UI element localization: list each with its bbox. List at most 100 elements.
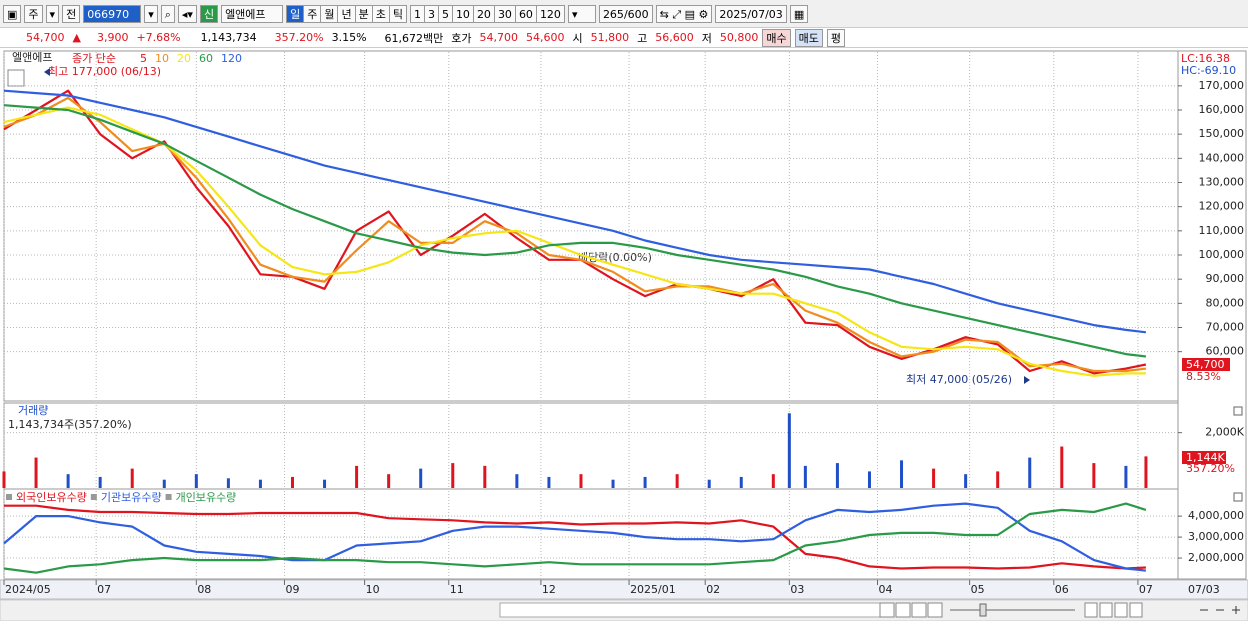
dropdown[interactable]: ▾ — [144, 4, 158, 23]
period-button[interactable]: 년 — [338, 4, 356, 23]
open: 51,800 — [590, 31, 630, 44]
y-tick-label: 170,000 — [1199, 79, 1245, 92]
period-button[interactable]: 일 — [286, 4, 305, 23]
menu-button[interactable]: ▣ — [3, 4, 22, 23]
code-input[interactable]: 066970 — [83, 4, 142, 23]
buy-button[interactable]: 매수 — [762, 28, 791, 47]
y-tick-label: 90,000 — [1206, 272, 1245, 285]
volume-bar — [867, 471, 871, 488]
volume-bar — [547, 476, 551, 488]
market-select[interactable]: 주 — [24, 4, 43, 23]
y-tick-label: 60,000 — [1206, 345, 1245, 358]
volume-bar — [996, 471, 1000, 488]
avg-button[interactable]: 평 — [826, 28, 846, 47]
close-icon[interactable] — [1233, 406, 1243, 416]
legend-entry: 5 — [140, 52, 147, 65]
search-button[interactable]: ⌕ — [160, 4, 175, 23]
turnover: 3.15% — [331, 31, 367, 44]
volume-bar — [1124, 465, 1128, 488]
x-tick-label: 09 — [285, 583, 299, 596]
volume-bar — [2, 471, 6, 488]
dropdown[interactable]: ▾ — [567, 4, 596, 23]
interval-button[interactable]: 10 — [452, 4, 474, 23]
legend-entry: 60 — [199, 52, 213, 65]
interval-button[interactable]: 120 — [536, 4, 565, 23]
amount: 61,672백만 — [384, 31, 444, 45]
sound-button[interactable]: ◂▾ — [177, 4, 197, 23]
period-button[interactable]: 틱 — [389, 4, 407, 23]
close-icon[interactable] — [1233, 492, 1243, 502]
volume-panel — [3, 402, 1179, 490]
x-tick-label: 02 — [706, 583, 720, 596]
calendar[interactable]: ▦ — [789, 4, 809, 23]
y-tick-label: 80,000 — [1206, 296, 1245, 309]
volume-title: 거래량 — [18, 404, 48, 417]
volume-bar — [739, 476, 743, 488]
x-tick-label: 11 — [450, 583, 464, 596]
volume-bar — [258, 479, 262, 488]
interval-button[interactable]: 20 — [473, 4, 495, 23]
y-tick-label: 100,000 — [1199, 248, 1245, 261]
volume-bar — [932, 468, 936, 488]
legend-entry: 10 — [155, 52, 169, 65]
volume-bar — [900, 460, 904, 488]
volume-bar — [66, 474, 70, 488]
volume-ratio: 357.20% — [1186, 462, 1235, 475]
interval-group: 1 3 5 10 20 30 60 120 — [409, 4, 565, 23]
series-line — [3, 89, 1147, 334]
volume-bar — [34, 457, 38, 488]
y-tick-label: 2,000,000 — [1188, 551, 1244, 564]
date-input[interactable]: 2025/07/03 — [715, 4, 787, 23]
plot-2: 2,000,000 3,000,000 4,000,000 — [3, 502, 1244, 574]
ask: 54,700 — [479, 31, 519, 44]
scroll-thumb[interactable] — [499, 602, 881, 618]
tool-buttons[interactable]: ⇆ ⤢ ▤ ⚙ — [655, 4, 713, 23]
hc-label: HC:-69.10 — [1181, 64, 1236, 77]
volume-bar — [964, 474, 968, 488]
period-button[interactable]: 초 — [372, 4, 390, 23]
interval-button[interactable]: 5 — [438, 4, 453, 23]
count-max: /600 — [623, 7, 649, 21]
volume-bar — [1092, 463, 1096, 488]
plot-0: 60,000 70,000 80,000 90,000 100,000 110,000 12… — [3, 79, 1245, 377]
high-label: 고 — [637, 31, 648, 45]
stock-name[interactable]: 엘앤에프 — [221, 4, 284, 23]
table-icon[interactable] — [7, 69, 25, 87]
bid: 54,600 — [526, 31, 565, 44]
dropdown[interactable]: ▾ — [45, 4, 60, 23]
y-tick-label: 3,000,000 — [1188, 530, 1244, 543]
count: 265 — [602, 7, 624, 21]
volume-bar — [130, 468, 134, 488]
y-tick-label: 130,000 — [1199, 176, 1245, 189]
period-button[interactable]: 주 — [304, 4, 322, 23]
interval-button[interactable]: 3 — [424, 4, 439, 23]
volume-bar — [323, 479, 327, 488]
x-tick-label: 07 — [97, 583, 111, 596]
legend-swatch — [90, 494, 97, 500]
period-button[interactable]: 월 — [321, 4, 339, 23]
x-tick-label: 04 — [878, 583, 892, 596]
volume-bar — [1060, 446, 1064, 488]
count-input[interactable]: 265/600 — [598, 4, 653, 23]
rate: +7.68% — [136, 31, 181, 44]
volume-bar — [194, 474, 198, 488]
sell-button[interactable]: 매도 — [794, 28, 823, 47]
low: 50,800 — [719, 31, 759, 44]
x-tick-label: 03 — [790, 583, 804, 596]
last-volume-box — [1182, 451, 1226, 464]
prev-button[interactable]: 전 — [62, 4, 81, 23]
volume-bar — [355, 465, 359, 488]
interval-button[interactable]: 60 — [515, 4, 537, 23]
period-button[interactable]: 분 — [355, 4, 373, 23]
legend-entry: 외국인보유수량 — [16, 491, 87, 504]
plot-1: 2,000K — [2, 413, 1245, 488]
interval-button[interactable]: 30 — [494, 4, 516, 23]
x-tick-label: 2025/01 — [630, 583, 676, 596]
bottom-controls[interactable] — [879, 602, 1240, 618]
y-tick-label: 140,000 — [1199, 151, 1245, 164]
price: 54,700 — [26, 31, 65, 44]
quote-bar: 54,700 ▲ 3,900 +7.68% 1,143,734 357.20% … — [0, 28, 1248, 48]
interval-button[interactable]: 1 — [409, 4, 425, 23]
